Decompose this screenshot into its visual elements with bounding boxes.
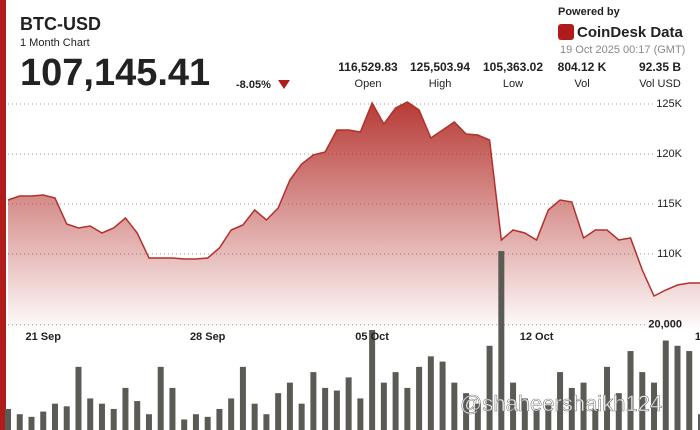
volume-bar <box>122 387 129 430</box>
volume-bar <box>216 408 223 430</box>
volume-bar <box>580 382 587 430</box>
volume-bar <box>615 393 622 430</box>
volume-bar <box>322 387 329 430</box>
stat-value: 116,529.83 <box>338 60 398 74</box>
volume-bar <box>310 372 317 430</box>
volume-bar <box>110 408 117 430</box>
y-tick-label: 110K <box>657 248 683 260</box>
volume-bar <box>369 330 376 430</box>
volume-bar <box>651 382 658 430</box>
volume-bar <box>286 382 293 430</box>
volume-bar <box>192 414 199 430</box>
price: 107,145.41 <box>20 52 210 94</box>
volume-bar <box>357 398 364 430</box>
volume-bar <box>169 387 176 430</box>
volume-bar <box>674 345 681 430</box>
volume-bar <box>627 351 634 430</box>
x-tick-label: 12 Oct <box>520 331 554 343</box>
volume-bar <box>16 414 23 430</box>
volume-bar <box>228 398 235 430</box>
x-tick-label: 05 Oct <box>355 331 389 343</box>
volume-bar <box>345 377 352 430</box>
watermark: @shaheershaikh124 <box>460 391 662 416</box>
x-tick-label: 28 Sep <box>190 331 226 343</box>
brand-logo <box>558 24 574 40</box>
volume-bar <box>263 414 270 430</box>
volume-bar <box>592 408 599 430</box>
volume-bar <box>333 390 340 430</box>
plot <box>5 101 700 430</box>
powered-by: Powered by <box>558 6 621 18</box>
y-tick-label: 125K <box>656 98 682 110</box>
volume-tick-label: 20,000 <box>648 319 682 331</box>
volume-bar <box>98 403 105 430</box>
volume-bar <box>145 414 152 430</box>
volume-bar <box>416 366 423 430</box>
volume-bar <box>239 366 246 430</box>
volume-bar <box>604 366 611 430</box>
volume-bar <box>275 393 282 430</box>
x-tick-label: 21 Sep <box>26 331 62 343</box>
volume-bar <box>5 408 11 430</box>
stat-label: Vol USD <box>639 78 681 90</box>
x-tick-label: 19 <box>695 331 700 343</box>
price-line <box>7 101 700 298</box>
volume-bar <box>181 419 188 430</box>
change: -8.05% <box>236 79 271 91</box>
volume-bar <box>134 401 141 430</box>
volume-bar <box>568 387 575 430</box>
volume-bar <box>204 416 211 430</box>
y-tick-label: 115K <box>657 198 683 210</box>
volume-bar <box>380 382 387 430</box>
volume-bar <box>40 411 47 430</box>
stat-label: Low <box>503 78 523 90</box>
volume-bar <box>427 356 434 430</box>
timestamp: 19 Oct 2025 00:17 (GMT) <box>560 44 685 56</box>
brand: CoinDesk Data <box>577 24 684 41</box>
volume-bar <box>686 351 693 430</box>
volume-bar <box>521 398 528 430</box>
volume-bar <box>75 366 82 430</box>
volume-bar <box>486 345 493 430</box>
volume-bar <box>298 403 305 430</box>
area-fill <box>8 102 700 328</box>
down-arrow <box>278 80 290 89</box>
volume-bar <box>545 403 552 430</box>
stat-label: Open <box>355 78 382 90</box>
accent-bar <box>0 0 6 430</box>
volume-bar <box>87 398 94 430</box>
stat-value: 125,503.94 <box>410 60 470 74</box>
volume-bar <box>63 406 70 430</box>
stat-value: 804.12 K <box>558 60 607 74</box>
title: BTC-USD <box>20 14 101 34</box>
volume-bar <box>251 403 258 430</box>
stat-value: 92.35 B <box>639 60 681 74</box>
y-tick-label: 120K <box>656 148 682 160</box>
volume-bar <box>662 340 669 430</box>
stat-label: Vol <box>574 78 589 90</box>
volume-bar <box>51 403 58 430</box>
volume-bar <box>463 393 470 430</box>
volume-bar <box>392 372 399 430</box>
volume-bar <box>533 408 540 430</box>
stat-value: 105,363.02 <box>483 60 543 74</box>
volume-bar <box>557 372 564 430</box>
volume-bar <box>698 414 700 430</box>
volume-bar <box>439 361 446 430</box>
volume-bar <box>474 403 481 430</box>
volume-bar <box>28 416 35 430</box>
volume-bar <box>639 372 646 430</box>
subtitle: 1 Month Chart <box>20 37 90 49</box>
stat-label: High <box>429 78 452 90</box>
volume-bar <box>404 387 411 430</box>
volume-bar <box>451 382 458 430</box>
volume-bar <box>157 366 164 430</box>
volume-bar <box>510 382 517 430</box>
volume-bar <box>498 251 505 430</box>
